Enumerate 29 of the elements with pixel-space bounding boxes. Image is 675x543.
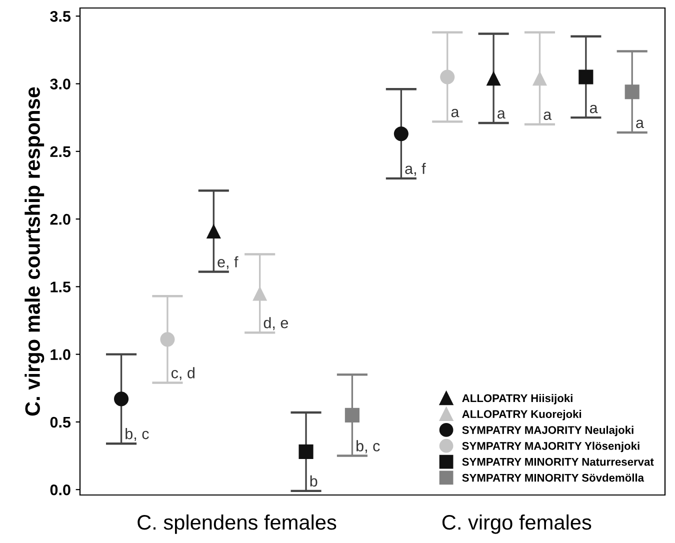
legend-label: SYMPATRY MINORITY Sövdemölla xyxy=(462,474,644,482)
y-tick-label: 2.5 xyxy=(50,146,71,158)
data-label: a xyxy=(590,104,598,114)
data-label: a xyxy=(544,112,552,120)
legend-label: SYMPATRY MAJORITY Neulajoki xyxy=(462,426,634,436)
data-label: b xyxy=(310,475,318,487)
y-axis-title: C. virgo male courtship response xyxy=(24,87,44,416)
data-label: a xyxy=(498,110,506,119)
data-label: a xyxy=(451,108,460,118)
x-tick-label: C. splendens females xyxy=(138,514,336,534)
legend-label: SYMPATRY MAJORITY Ylösenjoki xyxy=(462,442,640,452)
data-label: b, c xyxy=(126,428,149,442)
y-tick-label: 2.0 xyxy=(50,214,70,225)
data-label: a xyxy=(636,120,644,128)
data-label: e, f xyxy=(218,256,238,270)
legend-label: SYMPATRY MINORITY Naturreservat xyxy=(462,458,654,466)
y-tick-label: 0.0 xyxy=(50,484,70,496)
x-tick-label: C. virgo females xyxy=(442,514,592,534)
legend-label: ALLOPATRY Kuorejoki xyxy=(462,410,582,420)
data-label: a, f xyxy=(405,162,426,176)
y-tick-label: 1.5 xyxy=(50,282,71,292)
y-tick-label: 0.5 xyxy=(50,416,71,428)
y-tick-label: 3.0 xyxy=(50,78,70,90)
data-label: c, d xyxy=(171,367,194,380)
legend-label: ALLOPATRY Hiisijoki xyxy=(462,394,572,404)
y-tick-label: 3.5 xyxy=(50,10,71,22)
data-label: d, e xyxy=(264,317,288,330)
data-label: b, c xyxy=(356,440,380,454)
y-tick-label: 1.0 xyxy=(50,349,70,360)
